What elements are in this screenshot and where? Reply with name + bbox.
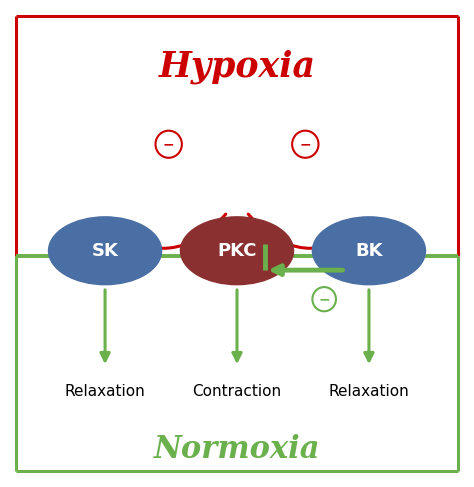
FancyArrowPatch shape	[273, 266, 343, 275]
Text: −: −	[300, 137, 311, 151]
Ellipse shape	[312, 217, 426, 285]
Text: Normoxia: Normoxia	[154, 434, 320, 465]
Ellipse shape	[48, 217, 162, 285]
Text: Relaxation: Relaxation	[328, 384, 410, 399]
Text: −: −	[163, 137, 174, 151]
FancyArrowPatch shape	[110, 214, 226, 248]
Text: −: −	[319, 292, 330, 306]
FancyArrowPatch shape	[233, 290, 241, 361]
Text: SK: SK	[91, 242, 118, 260]
Text: PKC: PKC	[217, 242, 257, 260]
FancyArrowPatch shape	[248, 214, 364, 248]
Text: Contraction: Contraction	[192, 384, 282, 399]
Text: BK: BK	[355, 242, 383, 260]
Text: Relaxation: Relaxation	[64, 384, 146, 399]
FancyArrowPatch shape	[365, 290, 373, 361]
Text: Hypoxia: Hypoxia	[158, 50, 316, 84]
Ellipse shape	[181, 217, 293, 285]
FancyArrowPatch shape	[101, 290, 109, 361]
